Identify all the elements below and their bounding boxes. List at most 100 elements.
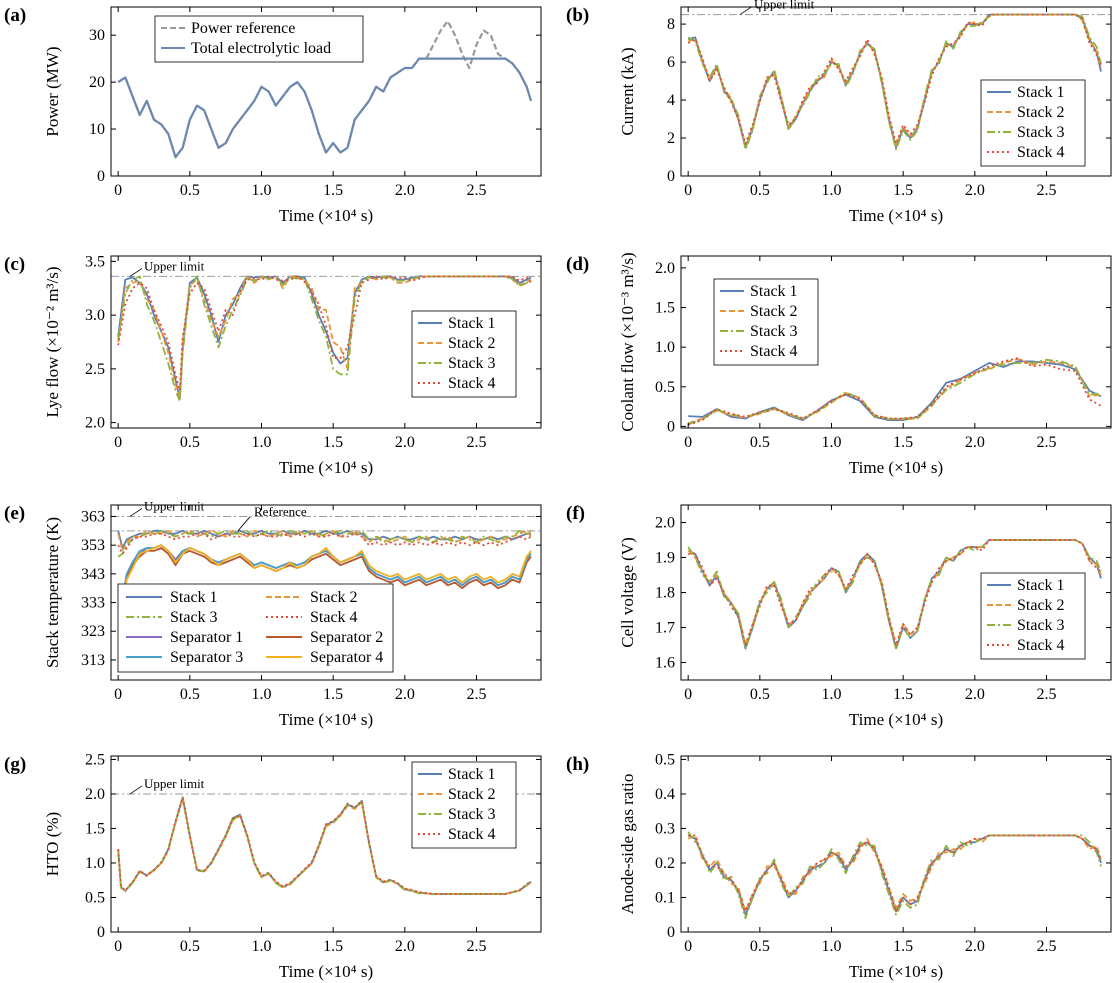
legend-label-d: Stack 2 [750, 303, 798, 320]
legend-label-b: Stack 3 [1017, 124, 1065, 141]
x-tick-label-a: 1.0 [252, 182, 272, 199]
x-tick-label-d: 0.5 [750, 434, 770, 451]
y-tick-label-b: 4 [667, 92, 675, 109]
plot-frame-d [680, 255, 1112, 429]
y-tick-label-f: 1.6 [655, 655, 675, 672]
y-tick-label-h: 0.2 [655, 855, 675, 872]
x-tick-label-d: 1.5 [893, 434, 913, 451]
x-tick-label-h: 2.0 [965, 938, 985, 955]
legend-label-e: Stack 2 [310, 589, 358, 606]
y-tick-label-e: 323 [81, 623, 105, 640]
y-axis-label-c: Lye flow (×10⁻² m³/s) [43, 266, 62, 417]
y-tick-label-d: 0.5 [655, 379, 675, 396]
x-tick-label-g: 0.5 [180, 938, 200, 955]
plot-frame-h [680, 755, 1112, 933]
series-line-e-stack-3 [117, 529, 532, 558]
x-tick-label-a: 0.5 [180, 182, 200, 199]
y-tick-label-e: 343 [81, 566, 105, 583]
series-line-f-stack-4 [688, 539, 1102, 646]
series-line-d-stack-2 [687, 358, 1102, 425]
x-tick-label-b: 0.5 [750, 182, 770, 199]
y-tick-label-a: 20 [89, 74, 105, 91]
series-line-f-stack-3 [687, 539, 1102, 650]
x-tick-label-e: 1.5 [323, 686, 343, 703]
x-tick-label-f: 2.0 [965, 686, 985, 703]
y-tick-label-b: 8 [667, 16, 675, 33]
x-axis-label-g: Time (×10⁴ s) [279, 962, 373, 981]
legend-box-a [154, 15, 364, 63]
x-tick-label-h: 1.0 [822, 938, 842, 955]
y-tick-label-a: 10 [89, 121, 105, 138]
x-tick-label-b: 1.0 [822, 182, 842, 199]
y-tick-label-c: 2.0 [85, 415, 105, 432]
x-tick-label-a: 2.5 [467, 182, 487, 199]
panel-letter-a: (a) [4, 5, 26, 26]
x-axis-label-h: Time (×10⁴ s) [849, 962, 943, 981]
series-line-h-stack-4 [688, 834, 1102, 913]
y-axis-label-a: Power (MW) [43, 46, 62, 136]
x-tick-label-d: 0 [684, 434, 692, 451]
y-tick-label-e: 353 [81, 537, 105, 554]
legend-label-c: Stack 4 [448, 375, 496, 392]
legend-label-f: Stack 1 [1017, 577, 1065, 594]
y-tick-label-e: 333 [81, 595, 105, 612]
legend-label-e: Separator 4 [310, 649, 383, 666]
y-tick-label-f: 1.7 [655, 620, 675, 637]
x-tick-label-c: 0 [114, 434, 122, 451]
panel-a: (a) 0 0.5 1.0 1.5 2.0 2.5 0 10 20 30 Time (×10⁴ s) P… [4, 5, 542, 225]
x-tick-label-e: 1.0 [252, 686, 272, 703]
series-line-b-stack-4 [687, 13, 1102, 145]
legend-label-d: Stack 1 [750, 283, 798, 300]
x-tick-label-c: 0.5 [180, 434, 200, 451]
plot-frame-e [110, 504, 542, 681]
legend-label-f: Stack 3 [1017, 617, 1065, 634]
x-tick-label-e: 2.0 [395, 686, 415, 703]
x-tick-label-f: 2.5 [1037, 686, 1057, 703]
panel-g: (g) 0 0.5 1.0 1.5 2.0 2.5 0 0.5 1.0 1.5 2.0 2.5 Time … [4, 751, 542, 981]
panel-c: (c) 0 0.5 1.0 1.5 2.0 2.5 2.0 2.5 3.0 3.5 Time (×10… [4, 253, 542, 477]
y-tick-label-g: 1.0 [85, 855, 105, 872]
y-tick-label-e: 313 [81, 652, 105, 669]
x-tick-label-h: 0 [684, 938, 692, 955]
series-line-b-stack-2 [687, 13, 1102, 147]
limit-annotation-g: Upper limit [144, 776, 205, 791]
y-tick-label-g: 0 [97, 924, 105, 941]
plot-frame-g [110, 755, 542, 933]
x-tick-label-d: 2.5 [1037, 434, 1057, 451]
legend-label-c: Stack 3 [448, 355, 496, 372]
limit-leader-g [129, 785, 143, 795]
y-tick-label-a: 0 [97, 168, 105, 185]
panel-e: (e) 0 0.5 1.0 1.5 2.0 2.5 313 323 333 343 353 363 Tim… [4, 498, 542, 729]
x-tick-label-a: 2.0 [395, 182, 415, 199]
plot-frame-a [110, 6, 542, 177]
y-tick-label-c: 3.0 [85, 307, 105, 324]
x-tick-label-g: 2.0 [395, 938, 415, 955]
x-axis-label-b: Time (×10⁴ s) [849, 206, 943, 225]
x-tick-label-e: 2.5 [467, 686, 487, 703]
panel-letter-g: (g) [4, 754, 26, 775]
x-tick-label-d: 1.0 [822, 434, 842, 451]
x-axis-label-a: Time (×10⁴ s) [279, 206, 373, 225]
panel-letter-b: (b) [566, 5, 589, 26]
x-tick-label-f: 1.0 [822, 686, 842, 703]
legend-label-e: Separator 2 [310, 629, 383, 646]
y-axis-label-g: HTO (%) [43, 812, 62, 876]
panel-letter-f: (f) [566, 503, 585, 524]
series-line-e-stack-2 [117, 529, 532, 552]
series-line-b-stack-3 [687, 13, 1102, 151]
limit-leader-c [129, 268, 143, 277]
panel-b: (b) 0 0.5 1.0 1.5 2.0 2.5 0 2 4 6 8 Time (×10⁴ s) Cur… [566, 0, 1112, 225]
limit-annotation-b: Upper limit [754, 0, 815, 12]
x-tick-label-c: 2.5 [467, 434, 487, 451]
series-line-e-separator-3 [117, 544, 532, 601]
legend-label-c: Stack 1 [448, 315, 496, 332]
limit-leader-e [129, 508, 143, 517]
x-tick-label-f: 0 [684, 686, 692, 703]
panel-letter-d: (d) [566, 254, 589, 275]
y-tick-label-g: 2.5 [85, 751, 105, 768]
y-axis-label-e: Stack temperature (K) [43, 517, 62, 668]
limit-leader-b [739, 6, 753, 15]
series-line-d-stack-3 [687, 358, 1102, 425]
y-tick-label-h: 0 [667, 924, 675, 941]
